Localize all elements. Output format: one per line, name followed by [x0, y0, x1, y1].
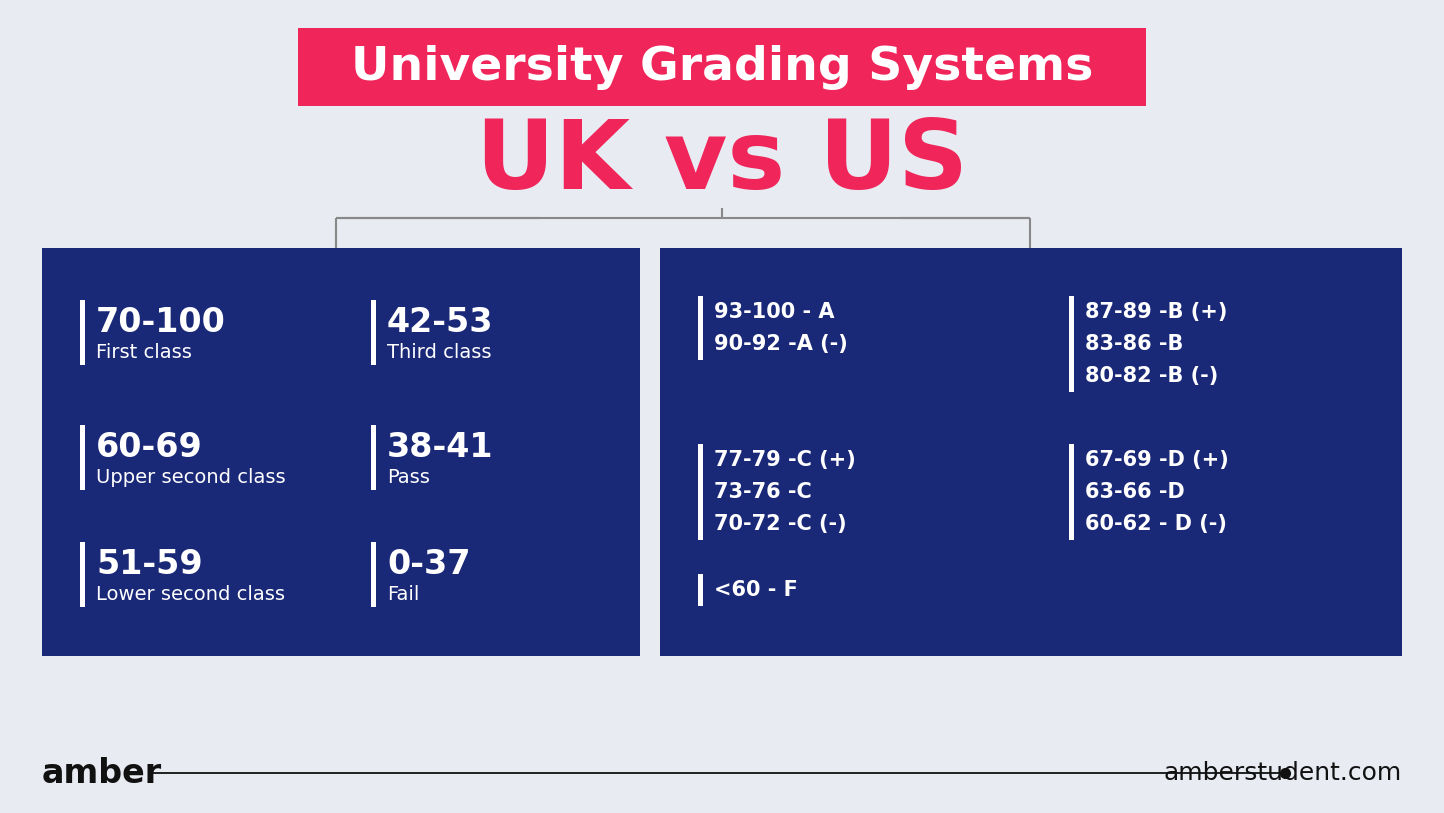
Bar — [1069, 444, 1074, 540]
Text: amber: amber — [42, 757, 162, 789]
Bar — [1069, 296, 1074, 392]
Text: 70-72 -C (-): 70-72 -C (-) — [713, 514, 846, 534]
Text: 0-37: 0-37 — [387, 547, 471, 580]
Bar — [79, 300, 85, 365]
Text: Lower second class: Lower second class — [95, 585, 284, 603]
Text: 73-76 -C: 73-76 -C — [713, 482, 812, 502]
Bar — [79, 425, 85, 490]
Text: 90-92 -A (-): 90-92 -A (-) — [713, 334, 848, 354]
Text: amberstudent.com: amberstudent.com — [1164, 761, 1402, 785]
Bar — [697, 296, 703, 360]
Bar — [697, 444, 703, 540]
Bar — [371, 542, 375, 607]
Bar — [371, 300, 375, 365]
Text: 80-82 -B (-): 80-82 -B (-) — [1084, 366, 1219, 386]
Text: 83-86 -B: 83-86 -B — [1084, 334, 1184, 354]
Text: 87-89 -B (+): 87-89 -B (+) — [1084, 302, 1227, 322]
Text: 93-100 - A: 93-100 - A — [713, 302, 835, 322]
FancyBboxPatch shape — [42, 248, 640, 656]
Text: 70-100: 70-100 — [95, 306, 225, 338]
Text: UK vs US: UK vs US — [477, 115, 967, 208]
Text: First class: First class — [95, 342, 192, 362]
Text: 51-59: 51-59 — [95, 547, 202, 580]
Text: 38-41: 38-41 — [387, 431, 494, 463]
Text: 60-69: 60-69 — [95, 431, 202, 463]
Text: Pass: Pass — [387, 467, 430, 486]
Text: 60-62 - D (-): 60-62 - D (-) — [1084, 514, 1227, 534]
FancyBboxPatch shape — [660, 248, 1402, 656]
Text: Third class: Third class — [387, 342, 491, 362]
Text: Fail: Fail — [387, 585, 419, 603]
FancyBboxPatch shape — [297, 28, 1147, 106]
Text: 63-66 -D: 63-66 -D — [1084, 482, 1184, 502]
Bar — [79, 542, 85, 607]
Text: 67-69 -D (+): 67-69 -D (+) — [1084, 450, 1229, 470]
Bar — [371, 425, 375, 490]
Bar — [697, 574, 703, 606]
Text: <60 - F: <60 - F — [713, 580, 799, 600]
Text: 42-53: 42-53 — [387, 306, 494, 338]
Text: University Grading Systems: University Grading Systems — [351, 45, 1093, 89]
Text: Upper second class: Upper second class — [95, 467, 286, 486]
Text: 77-79 -C (+): 77-79 -C (+) — [713, 450, 856, 470]
